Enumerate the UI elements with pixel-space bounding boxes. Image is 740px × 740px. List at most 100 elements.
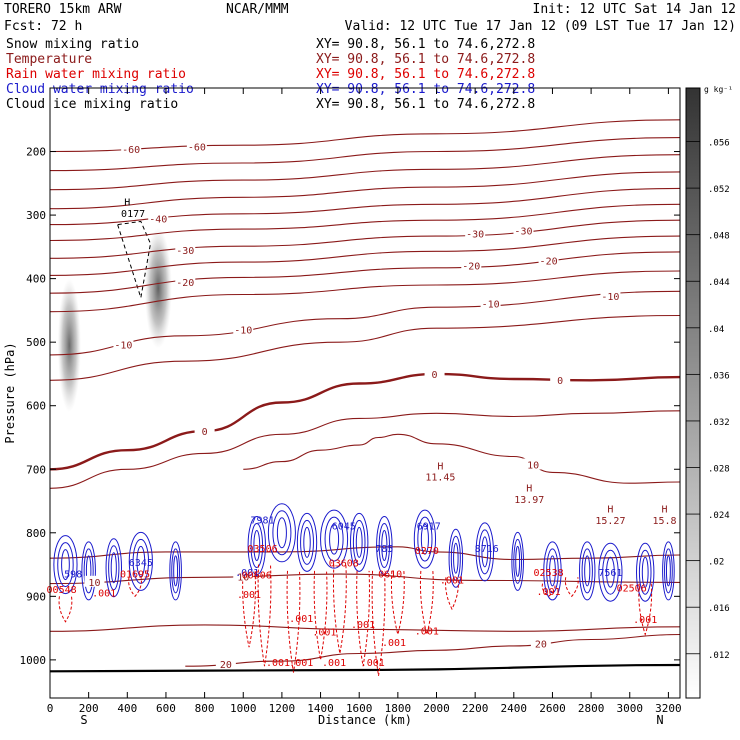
- temperature-label-bg-18-1: [215, 658, 236, 670]
- legend-xy-cloud-ice: XY= 90.8, 56.1 to 74.6,272.8: [316, 97, 535, 112]
- cloud-water-cell-12-1: [453, 542, 459, 574]
- x-tick-label-12: 2400: [501, 702, 528, 715]
- temperature-contour-13: [50, 410, 680, 489]
- rain-label-14: .001: [289, 614, 313, 625]
- rain-contour-9: [390, 570, 405, 635]
- temperature-contour-0: [50, 119, 680, 153]
- temperature-max-annotation-0: H: [437, 461, 443, 472]
- temperature-max-annotation-4: H: [607, 504, 613, 515]
- cloud-water-cell-1-3: [81, 541, 96, 601]
- temperature-label-8-1: -20: [462, 262, 480, 273]
- temperature-label-14-0: 10: [527, 460, 539, 471]
- temperature-label-bg-10-0: [113, 338, 134, 350]
- temperature-label-bg-12-0: [194, 425, 215, 437]
- x-tick-label-1: 200: [79, 702, 99, 715]
- temperature-contour-17: [50, 624, 680, 632]
- cloud-water-cell-11-1: [420, 523, 429, 555]
- rain-contours: [58, 564, 653, 676]
- cloud-water-cell-0-3: [53, 535, 78, 595]
- ice-contour-outline: [116, 220, 152, 298]
- cloud-water-cell-18-2: [638, 549, 652, 595]
- temperature-label-6-0: -30: [176, 246, 194, 257]
- colorbar: g kg⁻¹ .056 .052 .048 .044 .04 .036 .032 .028 .0…: [685, 85, 733, 699]
- rain-contour-6: [332, 564, 347, 654]
- cloud-water-label-2: 7981: [251, 515, 275, 526]
- rain-label-2: 03506: [248, 544, 278, 555]
- rain-contour-5: [313, 570, 328, 660]
- rain-contour-7: [356, 570, 370, 667]
- model-title: TORERO 15km ARW: [4, 2, 122, 17]
- cloud-water-cell-14-2: [513, 538, 523, 584]
- rain-contour-0: [58, 596, 73, 623]
- legend-label-cloud-water: Cloud water mixing ratio: [6, 82, 194, 97]
- cloud-water-cell-17-2: [602, 549, 619, 595]
- legend-label-snow: Snow mixing ratio: [6, 37, 139, 52]
- temperature-label-bg-4-0: [148, 212, 169, 224]
- rain-contour-12: [541, 583, 556, 597]
- cloud-water-cell-4-1: [173, 555, 179, 587]
- rain-label-17: .001: [382, 638, 406, 649]
- rain-contour-14: [638, 583, 653, 637]
- cloud-water-cell-6-3: [267, 503, 296, 563]
- cloud-water-cell-5-1: [253, 530, 261, 561]
- temperature-label-bg-0-1: [186, 140, 207, 152]
- temperature-max-annotation-7: 15.8: [652, 516, 676, 527]
- x-tick-label-10: 2000: [423, 702, 450, 715]
- rain-label-10: .001: [92, 588, 116, 599]
- temperature-contour-3: [50, 171, 680, 210]
- cloud-ice-shading: [57, 220, 172, 413]
- x-tick-label-8: 1600: [346, 702, 373, 715]
- rain-label-15: .001: [312, 628, 336, 639]
- rain-contour-3: [257, 564, 272, 667]
- temperature-label-bg-14-0: [523, 458, 544, 470]
- cloud-water-cell-11-2: [417, 516, 433, 562]
- temperature-contour-5: [50, 203, 680, 242]
- temperature-label-bg-16-0: [233, 570, 254, 582]
- contour-labels: -60 -60 -40 -30 -30 -30 -20 -20 -20 -10 -10 -10 -10 0…: [47, 140, 677, 671]
- temperature-label-bg-8-2: [538, 254, 559, 266]
- cloud-water-cell-8-1: [329, 523, 340, 555]
- cloud-water-cell-1-2: [83, 548, 94, 594]
- cloud-water-cell-19-1: [665, 555, 671, 587]
- temperature-max-annotation-2: H: [526, 483, 532, 494]
- y-tick-label-3: 500: [26, 336, 46, 349]
- axes: 0 200 400 600 800 1000 1200 1400 1600 1800 2000 220…: [20, 88, 682, 715]
- colorbar-tick-label-10: .016: [708, 604, 730, 614]
- cloud-water-cell-11-3: [413, 509, 437, 569]
- temperature-label-bg-10-1: [233, 323, 254, 335]
- temperature-label-bg-6-1: [465, 227, 486, 239]
- temperature-label-bg-10-3: [600, 289, 621, 301]
- rain-label-7: .001: [440, 576, 464, 587]
- cloud-water-label-1: 6345: [129, 558, 153, 569]
- rain-label-19: .001: [266, 658, 290, 669]
- rain-label-8: 02538: [534, 568, 564, 579]
- rain-label-11: .001: [237, 590, 261, 601]
- cloud-water-cell-15-1: [549, 555, 556, 587]
- cloud-water-cell-15-3: [543, 541, 562, 601]
- x-tick-label-5: 1000: [230, 702, 257, 715]
- rain-label-1: 01695: [120, 569, 150, 580]
- cloud-water-cell-7-2: [300, 519, 314, 565]
- cloud-water-cell-8-3: [320, 509, 349, 569]
- cloud-water-label-7: 7561: [598, 568, 622, 579]
- legend-xy-rain: XY= 90.8, 56.1 to 74.6,272.8: [316, 67, 535, 82]
- temperature-contour-8: [50, 251, 680, 294]
- temperature-max-annotation-5: 15.27: [595, 516, 625, 527]
- cloud-water-cell-13-1: [481, 536, 489, 568]
- ice-max-annotation-0: H: [124, 198, 130, 209]
- valid-time: Valid: 12 UTC Tue 17 Jan 12 (09 LST Tue …: [345, 19, 736, 34]
- colorbar-tick-label-0: .056: [708, 139, 730, 149]
- temperature-label-10-2: -10: [482, 300, 500, 311]
- rain-label-0: 00548: [47, 585, 77, 596]
- rain-contour-13: [564, 577, 579, 598]
- x-tick-label-16: 3200: [655, 702, 682, 715]
- rain-label-5: 0610: [378, 569, 402, 580]
- colorbar-tick-label-9: .02: [708, 558, 724, 568]
- cloud-water-contours: [53, 503, 675, 602]
- y-tick-label-2: 400: [26, 273, 46, 286]
- y-tick-label-8: 1000: [20, 654, 47, 667]
- x-tick-label-6: 1200: [269, 702, 296, 715]
- temperature-label-12-1: 0: [432, 370, 438, 381]
- rain-contour-1: [128, 577, 142, 598]
